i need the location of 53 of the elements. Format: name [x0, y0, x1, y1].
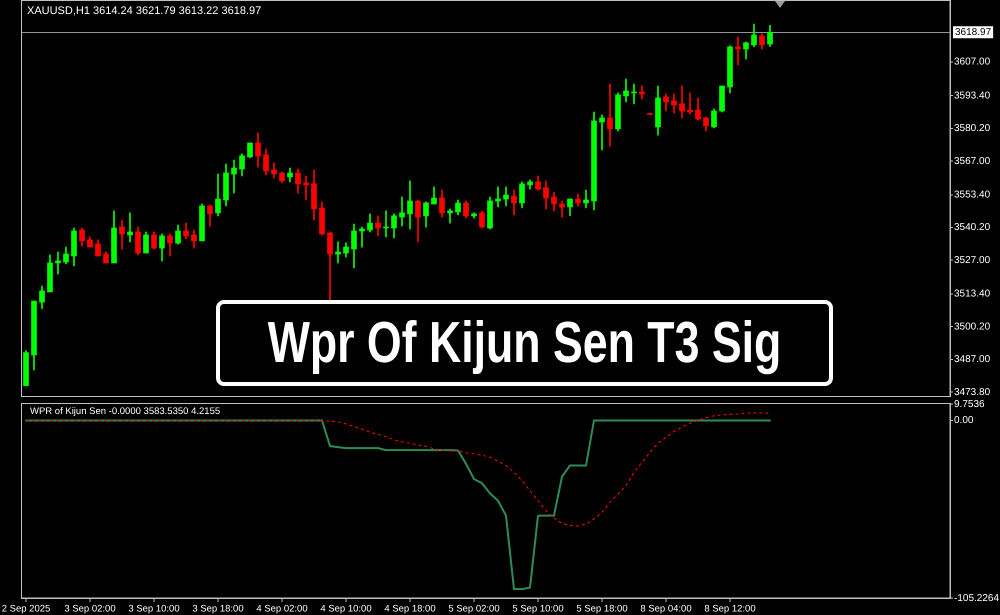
x-tick-label: 2 Sep 2025 [2, 603, 50, 614]
x-tick-label: 5 Sep 02:00 [448, 603, 500, 614]
x-tick-label: 8 Sep 12:00 [704, 603, 756, 614]
y-tick-label: 0.00 [954, 415, 974, 426]
x-tick-label: 4 Sep 18:00 [384, 603, 436, 614]
x-tick-label: 5 Sep 10:00 [512, 603, 564, 614]
candlestick [55, 252, 61, 274]
candlestick [687, 92, 693, 114]
y-tick-label: 3500.20 [954, 321, 991, 332]
y-tick-label: 3593.40 [954, 90, 991, 102]
x-tick-label: 5 Sep 18:00 [576, 603, 628, 614]
y-tick-label: -105.2264 [954, 592, 1000, 604]
candlestick [583, 190, 589, 208]
y-tick-label: 3527.00 [954, 254, 991, 266]
x-tick-label: 3 Sep 02:00 [64, 603, 116, 614]
candlestick [623, 78, 629, 102]
candlestick [303, 176, 309, 200]
y-tick-label: 3607.00 [954, 56, 991, 68]
chart-title: WPR of Kijun Sen -0.0000 3583.5350 4.2155 [30, 406, 220, 418]
y-tick-label: 3513.40 [954, 288, 991, 300]
y-tick-label: 3553.40 [954, 190, 991, 201]
candlestick [399, 196, 405, 226]
candlestick [495, 186, 501, 208]
annotation: Wpr Of Kijun Sen T3 Sig [268, 310, 782, 375]
candlestick [559, 200, 565, 218]
candlestick [359, 226, 365, 248]
candlestick [735, 36, 741, 66]
y-tick-label: 3567.00 [954, 156, 991, 167]
y-tick-label: 3473.80 [954, 386, 991, 398]
candlestick [231, 160, 237, 194]
candlestick [631, 84, 637, 104]
candlestick [447, 208, 453, 224]
y-tick-label: 3540.20 [954, 222, 991, 234]
caption-frame: Wpr Of Kijun Sen T3 Sig [216, 300, 833, 386]
y-tick-label: 3580.20 [954, 123, 991, 134]
candlestick [679, 86, 685, 118]
x-tick-label: 3 Sep 10:00 [128, 603, 180, 614]
x-tick-label: 3 Sep 18:00 [192, 603, 244, 614]
candlestick [607, 84, 613, 146]
candlestick [335, 242, 341, 264]
x-tick-label: 4 Sep 10:00 [320, 603, 372, 614]
candlestick [671, 94, 677, 114]
candlestick [383, 210, 389, 238]
x-tick-label: 8 Sep 04:00 [640, 603, 692, 614]
candlestick [639, 86, 645, 100]
y-tick-label: 9.7536 [954, 398, 986, 410]
candlestick [503, 186, 509, 206]
x-tick-label: 4 Sep 02:00 [256, 603, 308, 614]
candlestick [127, 212, 133, 242]
candlestick [599, 114, 605, 150]
chart-title: XAUUSD,H1 3614.24 3621.79 3613.22 3618.97 [27, 5, 262, 17]
y-tick-label: 3487.00 [954, 354, 991, 366]
ref-line-label: 3618.97 [955, 27, 992, 38]
